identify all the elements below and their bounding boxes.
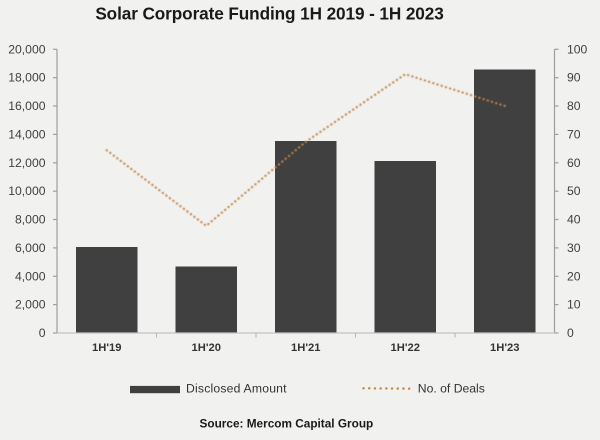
svg-text:14,000: 14,000 <box>8 127 45 141</box>
svg-text:Source: Mercom Capital Group: Source: Mercom Capital Group <box>200 417 374 431</box>
svg-text:100: 100 <box>567 42 588 56</box>
svg-text:8,000: 8,000 <box>15 213 46 227</box>
svg-text:No. of Deals: No. of Deals <box>418 382 485 396</box>
svg-text:10: 10 <box>567 298 581 312</box>
svg-text:2,000: 2,000 <box>15 298 46 312</box>
svg-text:80: 80 <box>567 99 581 113</box>
svg-text:20: 20 <box>567 269 581 283</box>
svg-text:40: 40 <box>567 213 581 227</box>
svg-text:1H'19: 1H'19 <box>92 342 121 354</box>
svg-text:1H'20: 1H'20 <box>192 342 221 354</box>
svg-text:90: 90 <box>567 71 581 85</box>
svg-text:20,000: 20,000 <box>8 42 45 56</box>
svg-text:10,000: 10,000 <box>8 184 45 198</box>
svg-text:18,000: 18,000 <box>8 71 45 85</box>
svg-text:60: 60 <box>567 156 581 170</box>
svg-text:1H'22: 1H'22 <box>391 342 420 354</box>
svg-text:70: 70 <box>567 127 581 141</box>
svg-text:6,000: 6,000 <box>15 241 46 255</box>
svg-text:0: 0 <box>39 326 46 340</box>
svg-text:Solar Corporate Funding 1H 201: Solar Corporate Funding 1H 2019 - 1H 202… <box>95 4 443 24</box>
svg-text:50: 50 <box>567 184 581 198</box>
svg-text:30: 30 <box>567 241 581 255</box>
svg-text:12,000: 12,000 <box>8 156 45 170</box>
svg-text:4,000: 4,000 <box>15 269 46 283</box>
svg-text:1H'21: 1H'21 <box>291 342 320 354</box>
svg-text:1H'23: 1H'23 <box>490 342 519 354</box>
svg-text:16,000: 16,000 <box>8 99 45 113</box>
svg-text:Disclosed Amount: Disclosed Amount <box>186 382 287 396</box>
svg-text:0: 0 <box>567 326 574 340</box>
